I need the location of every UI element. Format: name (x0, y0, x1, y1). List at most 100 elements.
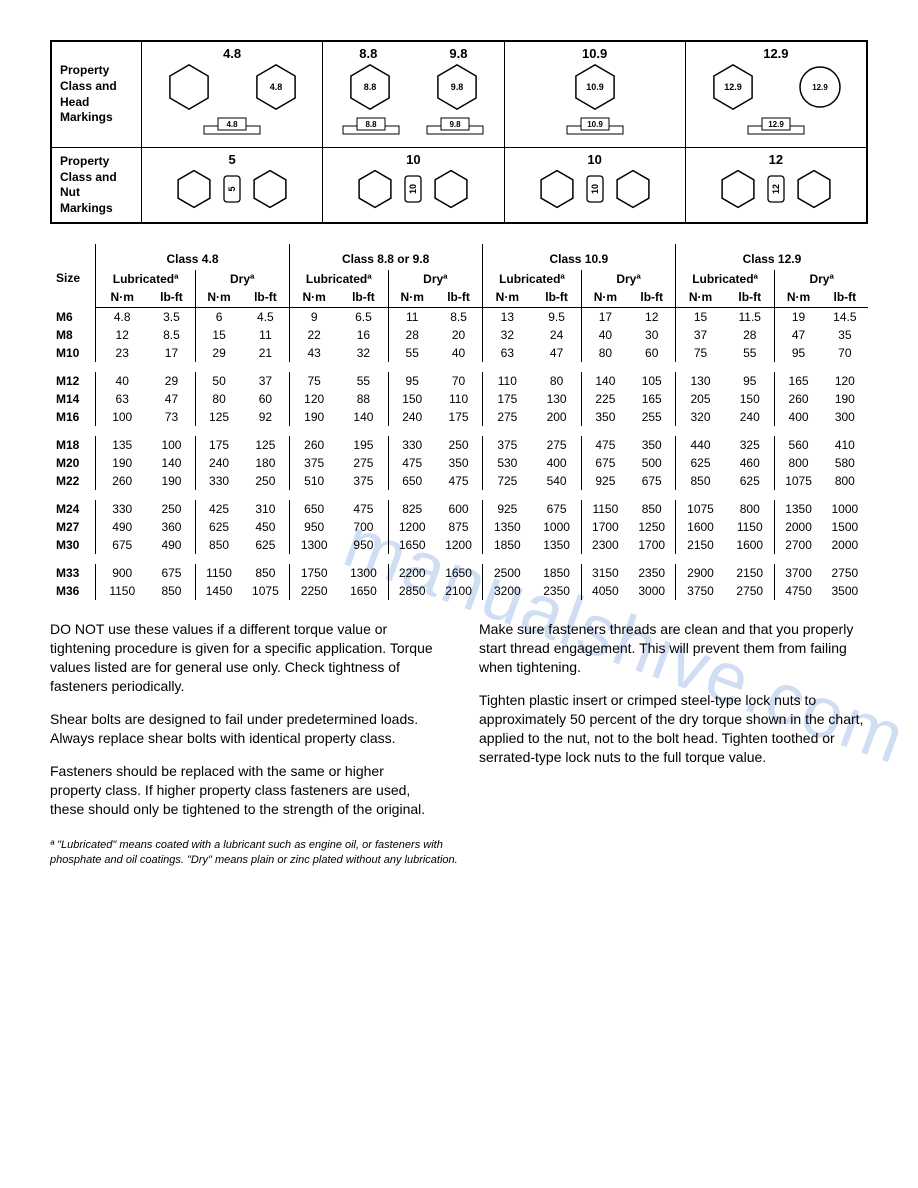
value-cell: 530 (482, 454, 532, 472)
nut-hex-icon (794, 169, 834, 212)
value-cell: 2300 (582, 536, 629, 554)
value-cell: 3150 (582, 564, 629, 582)
unit-header: N·m (96, 288, 148, 308)
value-cell: 2200 (389, 564, 436, 582)
nut-markings-cell: 10 10 (505, 148, 686, 222)
value-cell: 17 (148, 344, 195, 362)
value-cell: 450 (242, 518, 289, 536)
value-cell: 32 (339, 344, 389, 362)
value-cell: 165 (629, 390, 676, 408)
value-cell: 135 (96, 436, 148, 454)
value-cell: 92 (242, 408, 289, 426)
unit-header: lb-ft (725, 288, 775, 308)
value-cell: 175 (435, 408, 482, 426)
value-cell: 190 (289, 408, 339, 426)
table-row: M181351001751252601953302503752754753504… (50, 436, 868, 454)
value-cell: 2850 (389, 582, 436, 600)
table-row: M274903606254509507001200875135010001700… (50, 518, 868, 536)
value-cell: 4.5 (242, 308, 289, 327)
size-cell: M16 (50, 408, 96, 426)
value-cell: 100 (96, 408, 148, 426)
note-paragraph: Shear bolts are designed to fail under p… (50, 710, 439, 748)
value-cell: 1150 (195, 564, 242, 582)
value-cell: 625 (725, 472, 775, 490)
value-cell: 1450 (195, 582, 242, 600)
value-cell: 2250 (289, 582, 339, 600)
value-cell: 800 (725, 500, 775, 518)
table-row: M306754908506251300950165012001850135023… (50, 536, 868, 554)
value-cell: 330 (195, 472, 242, 490)
value-cell: 350 (435, 454, 482, 472)
value-cell: 195 (339, 436, 389, 454)
value-cell: 2150 (725, 564, 775, 582)
value-cell: 14.5 (822, 308, 868, 327)
value-cell: 1000 (822, 500, 868, 518)
value-cell: 1700 (629, 536, 676, 554)
nut-side-icon: 5 (222, 172, 242, 209)
nut-markings-cell: 5 5 (142, 148, 323, 222)
value-cell: 80 (532, 372, 582, 390)
value-cell: 600 (435, 500, 482, 518)
value-cell: 47 (532, 344, 582, 362)
size-cell: M14 (50, 390, 96, 408)
value-cell: 140 (148, 454, 195, 472)
value-cell: 425 (195, 500, 242, 518)
lubricated-header: Lubricatedª (96, 270, 196, 288)
value-cell: 1200 (435, 536, 482, 554)
head-markings-row: Property Class and Head Markings 4.84.84… (52, 42, 866, 148)
value-cell: 15 (675, 308, 725, 327)
size-cell: M33 (50, 564, 96, 582)
note-paragraph: Tighten plastic insert or crimped steel-… (479, 691, 868, 767)
value-cell: 175 (195, 436, 242, 454)
value-cell: 1250 (629, 518, 676, 536)
value-cell: 900 (96, 564, 148, 582)
value-cell: 125 (195, 408, 242, 426)
value-cell: 330 (389, 436, 436, 454)
nut-markings-cell: 12 12 (686, 148, 866, 222)
value-cell: 675 (96, 536, 148, 554)
value-cell: 500 (629, 454, 676, 472)
value-cell: 29 (195, 344, 242, 362)
unit-header: N·m (389, 288, 436, 308)
unit-header: N·m (582, 288, 629, 308)
value-cell: 2500 (482, 564, 532, 582)
size-cell: M24 (50, 500, 96, 518)
value-cell: 4.8 (96, 308, 148, 327)
value-cell: 1075 (675, 500, 725, 518)
table-row: M222601903302505103756504757255409256758… (50, 472, 868, 490)
table-row: M146347806012088150110175130225165205150… (50, 390, 868, 408)
value-cell: 625 (195, 518, 242, 536)
value-cell: 325 (725, 436, 775, 454)
svg-text:10.9: 10.9 (586, 82, 604, 92)
value-cell: 1150 (96, 582, 148, 600)
value-cell: 9.5 (532, 308, 582, 327)
head-markings-cell: 10.910.910.9 (505, 42, 686, 147)
lubricated-header: Lubricatedª (289, 270, 389, 288)
value-cell: 650 (289, 500, 339, 518)
unit-header: N·m (775, 288, 822, 308)
value-cell: 1350 (775, 500, 822, 518)
value-cell: 275 (532, 436, 582, 454)
table-row: M201901402401803752754753505304006755006… (50, 454, 868, 472)
value-cell: 22 (289, 326, 339, 344)
value-cell: 21 (242, 344, 289, 362)
unit-header: lb-ft (148, 288, 195, 308)
value-cell: 75 (675, 344, 725, 362)
value-cell: 11 (242, 326, 289, 344)
value-cell: 32 (482, 326, 532, 344)
value-cell: 28 (725, 326, 775, 344)
table-row: M161007312592190140240175275200350255320… (50, 408, 868, 426)
value-cell: 1650 (435, 564, 482, 582)
value-cell: 475 (339, 500, 389, 518)
value-cell: 24 (532, 326, 582, 344)
value-cell: 950 (289, 518, 339, 536)
value-cell: 1300 (339, 564, 389, 582)
value-cell: 3.5 (148, 308, 195, 327)
value-cell: 3500 (822, 582, 868, 600)
value-cell: 73 (148, 408, 195, 426)
value-cell: 37 (242, 372, 289, 390)
value-cell: 400 (775, 408, 822, 426)
value-cell: 650 (389, 472, 436, 490)
value-cell: 310 (242, 500, 289, 518)
class-header: Class 12.9 (675, 244, 868, 270)
